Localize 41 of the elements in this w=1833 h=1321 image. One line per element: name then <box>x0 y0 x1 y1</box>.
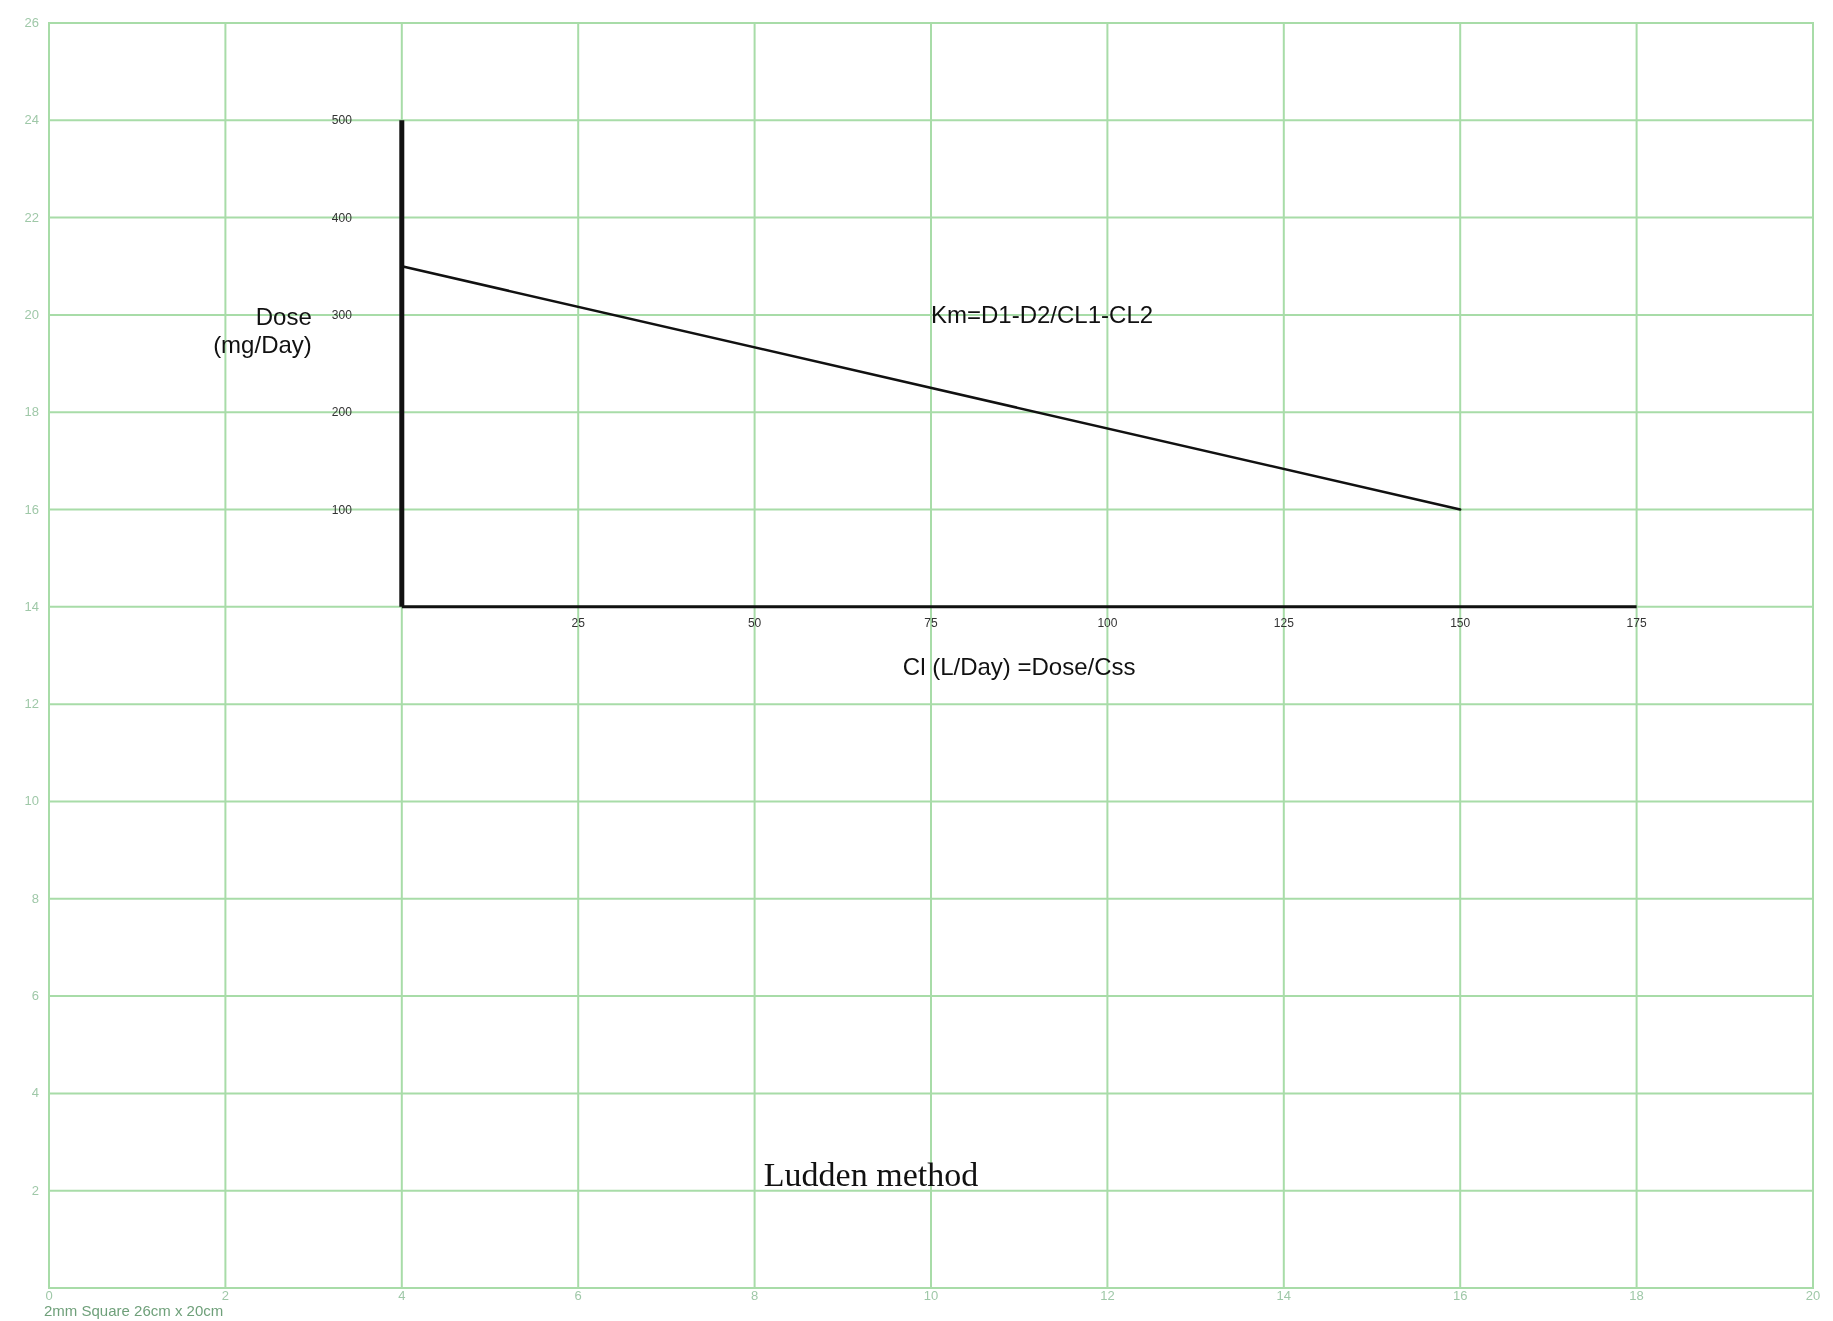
text: Ludden method <box>763 1155 979 1193</box>
y-tick-label: 500 <box>331 113 353 128</box>
x2-tick-label: 14 <box>1276 1288 1292 1303</box>
y2-tick-label: 24 <box>24 112 39 128</box>
text: 2mm Square 26cm x 20cm <box>44 1302 224 1319</box>
x-tick-label: 100 <box>1097 615 1118 630</box>
x2-tick-label: 16 <box>1452 1288 1468 1303</box>
x-tick-label: 75 <box>924 615 938 630</box>
x2-tick-label: 2 <box>221 1288 230 1303</box>
y-tick-label: 100 <box>331 502 353 517</box>
y2-tick-label: 20 <box>24 306 39 322</box>
y2-tick-label: 6 <box>31 988 39 1004</box>
y2-tick-label: 26 <box>24 15 39 30</box>
x-tick-label: 175 <box>1626 615 1647 630</box>
y-tick-label: 200 <box>331 405 353 420</box>
annotation: Km=D1-D2/CL1-CL2 <box>931 300 1154 328</box>
x-tick-label: 25 <box>571 615 586 630</box>
y-tick-label: 400 <box>331 210 353 225</box>
x2-tick-label: 10 <box>923 1288 939 1303</box>
x2-tick-label: 4 <box>398 1288 406 1303</box>
x-tick-label: 125 <box>1273 615 1295 630</box>
y2-tick-label: 10 <box>24 793 39 809</box>
y2-tick-label: 4 <box>31 1085 39 1101</box>
x2-tick-label: 0 <box>45 1288 53 1303</box>
x2-tick-label: 6 <box>574 1288 582 1303</box>
x2-tick-label: 8 <box>750 1288 759 1303</box>
y-tick-label: 300 <box>331 307 353 322</box>
y2-tick-label: 22 <box>24 209 39 225</box>
x-axis-title: Cl (L/Day) =Dose/Css <box>902 652 1136 680</box>
y2-tick-label: 16 <box>24 501 39 517</box>
y2-tick-label: 18 <box>24 404 39 420</box>
y-axis-title: Dose (mg/Day) <box>213 302 312 358</box>
y2-tick-label: 12 <box>24 696 39 712</box>
x-tick-label: 150 <box>1450 615 1471 630</box>
y2-tick-label: 2 <box>31 1182 39 1198</box>
y2-tick-label: 8 <box>31 890 39 906</box>
x2-tick-label: 12 <box>1100 1288 1115 1303</box>
x2-tick-label: 18 <box>1629 1288 1644 1303</box>
x-tick-label: 50 <box>747 615 762 630</box>
y2-tick-label: 14 <box>24 598 39 614</box>
x2-tick-label: 20 <box>1805 1288 1821 1303</box>
